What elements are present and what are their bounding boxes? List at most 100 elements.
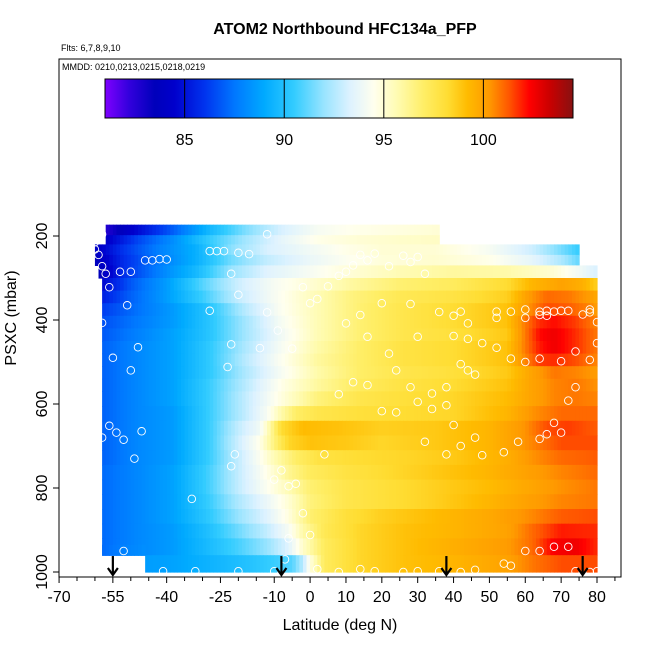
curtain-cell [288,538,293,556]
curtain-cell [561,341,566,355]
curtain-cell [216,523,222,539]
curtain-cell [116,523,121,539]
curtain-cell [238,523,243,539]
curtain-cell [557,523,562,539]
curtain-cell [464,366,469,380]
curtain-cell [145,290,150,304]
curtain-cell [421,435,426,451]
curtain-cell [536,290,541,304]
curtain-cell [173,265,179,279]
curtain-cell [302,244,308,256]
curtain-cell [546,464,551,481]
curtain-cell [155,328,161,342]
curtain-cell [130,366,135,380]
curtain-cell [130,265,135,279]
curtain-cell [195,224,200,236]
curtain-cell [270,509,275,525]
curtain-cell [543,244,548,256]
curtain-cell [252,278,257,292]
curtain-cell [173,224,179,236]
curtain-cell [148,366,153,380]
curtain-cell [317,254,322,266]
curtain-cell [292,450,297,466]
curtain-cell [464,479,469,495]
curtain-cell [378,235,383,245]
curtain-cell [471,555,476,573]
curtain-cell [209,265,214,279]
curtain-cell [116,315,121,329]
curtain-cell [252,315,257,329]
curtain-cell [295,224,300,236]
colorbar-ticks: 85 90 95 100 [176,79,497,149]
curtain-cell [428,450,433,466]
curtain-cell [579,278,584,292]
curtain-cell [521,555,526,573]
curtain-cell [313,464,318,481]
curtain-cell [485,420,491,437]
curtain-cell [421,235,426,245]
curtain-cell [489,509,494,525]
curtain-cell [421,265,426,279]
curtain-cell [493,450,498,466]
curtain-cell [288,353,293,367]
curtain-cell [496,391,501,407]
curtain-cell [507,420,512,437]
curtain-cell [532,538,537,556]
curtain-cell [220,303,225,317]
curtain-cell [270,435,275,451]
curtain-cell [389,435,394,451]
curtain-cell [331,254,336,266]
curtain-cell [510,328,516,342]
curtain-cell [259,555,265,573]
curtain-cell [493,435,498,451]
curtain-cell [137,224,143,236]
curtain-cell [589,290,595,304]
curtain-cell [503,254,508,266]
curtain-cell [238,406,243,422]
curtain-cell [134,341,139,355]
curtain-cell [410,315,415,329]
curtain-cell [360,254,365,266]
curtain-cell [299,523,304,539]
sample-point [255,343,265,353]
curtain-cell [521,254,526,266]
curtain-cell [475,555,480,573]
curtain-cell [503,555,508,573]
curtain-cell [381,509,387,525]
curtain-cell [302,420,308,437]
curtain-cell [145,244,150,256]
curtain-cell [496,265,501,279]
curtain-cell [123,290,128,304]
curtain-cell [543,479,548,495]
curtain-cell [435,315,440,329]
curtain-cell [406,494,412,510]
curtain-cell [277,479,283,495]
curtain-cell [550,420,555,437]
curtain-cell [507,391,512,407]
curtain-cell [123,366,128,380]
curtain-cell [489,353,494,367]
curtain-cell [267,494,272,510]
curtain-cell [130,509,135,525]
curtain-cell [417,341,422,355]
curtain-cell [127,265,132,279]
curtain-cell [514,244,519,256]
curtain-cell [478,420,483,437]
curtain-cell [503,391,508,407]
curtain-cell [460,538,465,556]
curtain-cell [173,555,179,573]
curtain-cell [467,378,473,392]
curtain-cell [589,523,595,539]
curtain-cell [482,278,487,292]
curtain-cell [188,303,193,317]
curtain-cell [181,479,186,495]
curtain-cell [224,341,229,355]
curtain-cell [112,435,118,451]
curtain-cell [94,244,100,256]
curtain-cell [163,328,168,342]
curtain-cell [371,303,376,317]
curtain-cell [579,328,584,342]
curtain-cell [550,315,555,329]
curtain-cell [134,254,139,266]
curtain-cell [532,303,537,317]
